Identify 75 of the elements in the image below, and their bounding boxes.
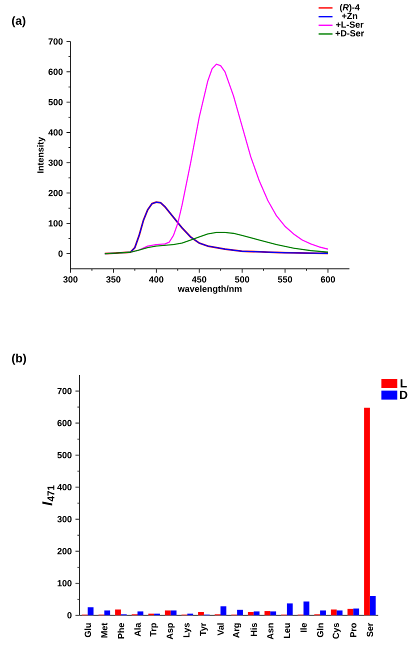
y-tick-label: 700 (58, 388, 72, 394)
x-tick-label: Ser (366, 622, 374, 637)
y-tick-label: 200 (57, 548, 72, 554)
bar (198, 612, 204, 616)
bar (164, 610, 171, 616)
bar (88, 607, 94, 616)
x-tick-label: 450 (192, 276, 206, 283)
y-tick-label: 700 (48, 38, 63, 45)
y-tick-label: 400 (48, 129, 63, 136)
bar (286, 603, 293, 616)
x-axis-title: wavelength/nm (178, 285, 242, 294)
legend-label: (R)-4 (340, 4, 360, 12)
bar (264, 611, 270, 616)
x-tick-label: Arg (233, 623, 242, 638)
y-tick-label: 500 (48, 98, 63, 106)
y-tick-label: 0 (58, 250, 63, 257)
y-tick-label: 200 (48, 190, 63, 196)
y-axis-title: Intensity (37, 136, 46, 173)
x-tick-label: 350 (106, 276, 121, 283)
bar (104, 610, 110, 616)
y-tick-label: 600 (48, 68, 63, 75)
bar (270, 611, 276, 616)
legend-label: L (400, 379, 407, 388)
bar (170, 610, 177, 616)
y-tick-label: 400 (57, 484, 72, 490)
x-tick-label: Leu (284, 623, 290, 638)
x-tick-label: Asn (267, 623, 274, 640)
bar (330, 609, 337, 616)
bar (353, 608, 360, 616)
bar (348, 608, 354, 616)
y-tick-label: 300 (57, 516, 72, 522)
legend-label: +Zn (342, 12, 358, 19)
x-tick-label: Glu (84, 623, 92, 638)
x-tick-label: Val (217, 623, 224, 636)
x-tick-label: 600 (320, 276, 336, 283)
y-tick-label: 100 (58, 580, 72, 586)
x-tick-label: Cys (332, 623, 341, 639)
bar (320, 610, 326, 616)
x-tick-label: Ile (300, 623, 307, 632)
bar (364, 408, 370, 616)
bar (138, 611, 144, 616)
legend-label: +D-Ser (336, 30, 364, 36)
bar (237, 610, 243, 616)
x-tick-label: Ala (134, 622, 141, 636)
x-tick-label: 500 (235, 276, 250, 283)
chart-title: (a) (12, 16, 26, 28)
y-tick-label: 100 (48, 220, 63, 227)
chart-title: (b) (12, 354, 26, 365)
x-tick-label: 400 (149, 276, 164, 283)
y-tick-label: 0 (67, 612, 72, 618)
y-tick-label: 600 (57, 420, 72, 426)
bar (304, 601, 310, 616)
bar (248, 612, 254, 616)
y-axis-title: I$_{471}$ (42, 485, 54, 506)
line-series (104, 232, 329, 254)
y-tick-label: 500 (57, 452, 72, 458)
x-tick-label: His (250, 623, 258, 636)
x-tick-label: 550 (278, 276, 292, 283)
legend-label: D (400, 390, 408, 399)
x-tick-label: Trp (150, 623, 158, 636)
y-tick-label: 300 (48, 160, 63, 166)
bar (220, 606, 226, 616)
x-tick-label: Lys (183, 623, 192, 638)
bar (115, 609, 121, 616)
x-tick-label: Tyr (200, 622, 208, 636)
x-tick-label: Phe (118, 623, 124, 638)
x-tick-label: Met (101, 622, 108, 638)
x-tick-label: Gln (316, 623, 324, 638)
bar (254, 611, 260, 616)
x-tick-label: 300 (63, 276, 78, 283)
bar (336, 610, 343, 616)
legend-label: +L-Ser (336, 21, 364, 28)
x-tick-label: Asp (166, 623, 175, 640)
bar (370, 596, 376, 616)
x-tick-label: Pro (350, 623, 356, 637)
